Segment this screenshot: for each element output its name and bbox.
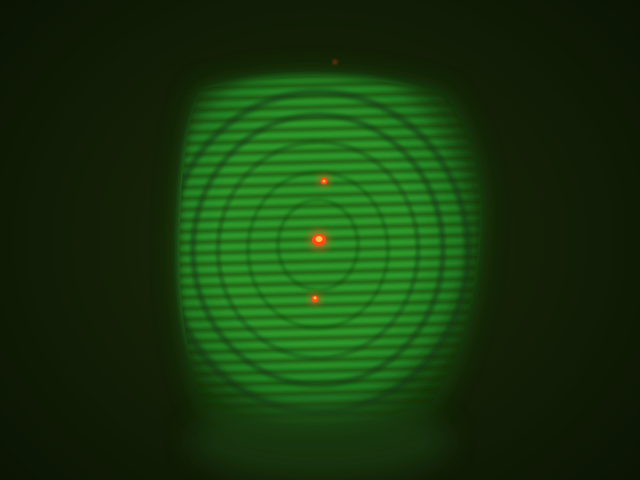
beam-lower-tail [190, 400, 450, 480]
spot-top-faint [333, 60, 337, 64]
upper-spot [318, 175, 330, 187]
lower-spot [309, 293, 321, 305]
center-spot [309, 230, 329, 250]
